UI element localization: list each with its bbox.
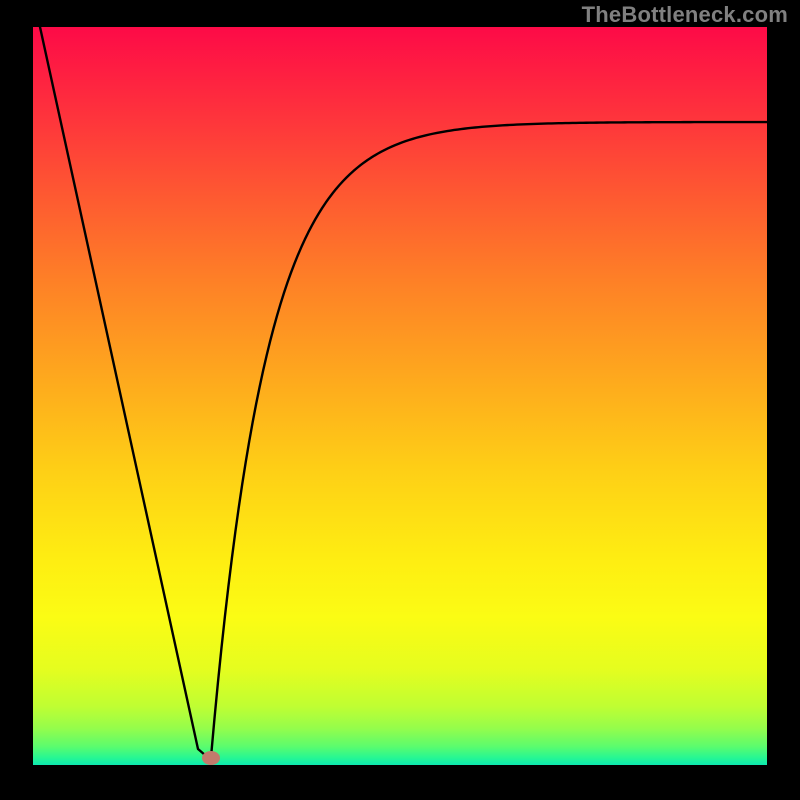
chart-container: TheBottleneck.com (0, 0, 800, 800)
optimal-point-marker (202, 751, 220, 765)
bottleneck-curve-chart (0, 0, 800, 800)
plot-background (33, 27, 767, 765)
watermark-text: TheBottleneck.com (582, 2, 788, 28)
